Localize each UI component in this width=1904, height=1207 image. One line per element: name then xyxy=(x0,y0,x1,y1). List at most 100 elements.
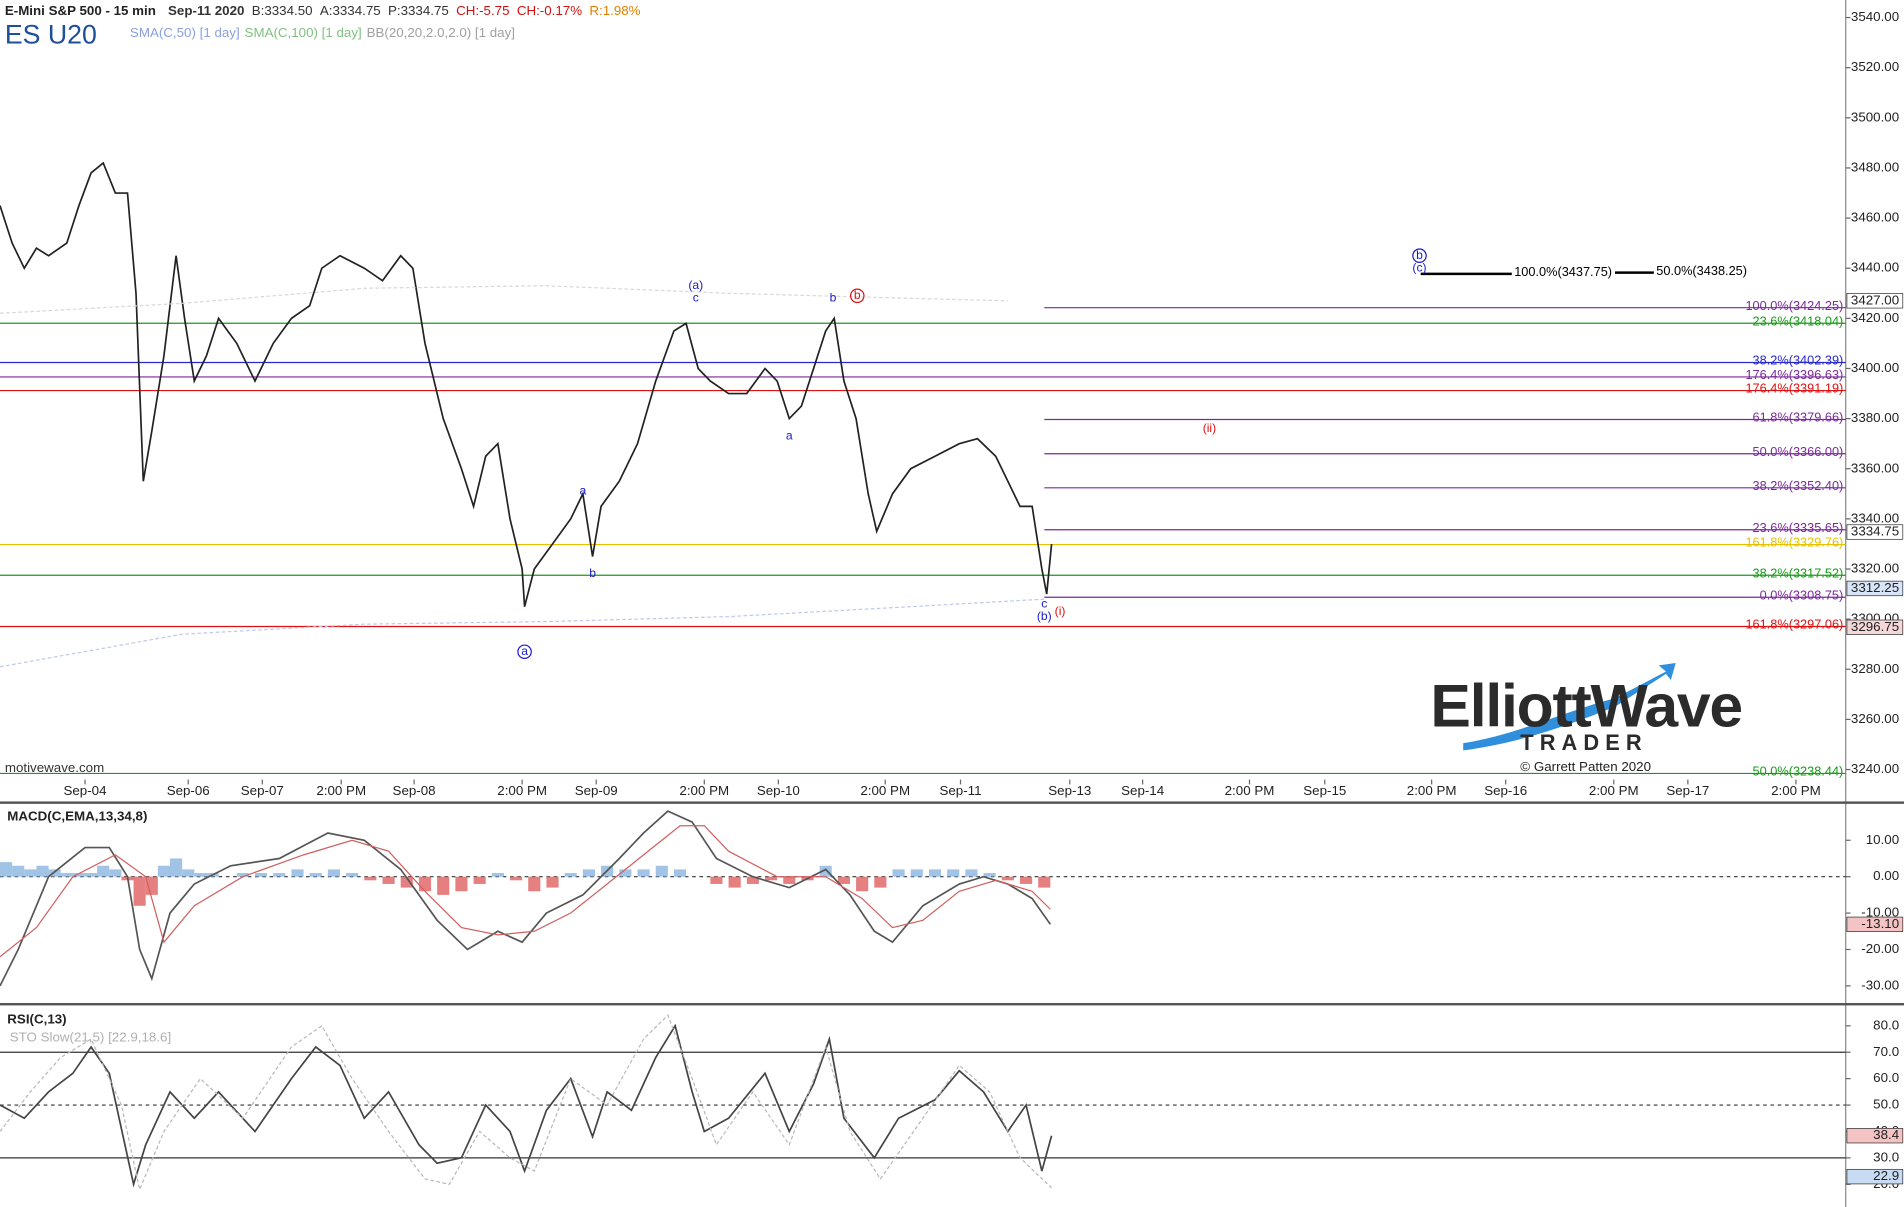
x-tick-label: Sep-10 xyxy=(757,783,800,798)
wave-label: c xyxy=(1041,596,1047,610)
histogram-bar xyxy=(273,873,286,877)
wave-circle xyxy=(849,288,865,304)
level-label: 100.0%(3424.25) xyxy=(1745,298,1843,313)
histogram-bar xyxy=(765,876,778,881)
wave-label: b xyxy=(854,288,861,302)
histogram-bar xyxy=(582,869,595,877)
x-tick-label: Sep-04 xyxy=(63,783,107,798)
y-tick-label: 3240.00 xyxy=(1851,761,1899,776)
histogram-bar xyxy=(728,876,741,888)
histogram-bar xyxy=(85,873,98,877)
value-tag xyxy=(1846,580,1904,597)
x-tick-label: Sep-09 xyxy=(575,783,618,798)
y-tick-label: 3320.00 xyxy=(1851,561,1899,576)
histogram-bar xyxy=(546,876,559,888)
quote-item: CH:-5.75 xyxy=(456,2,509,17)
series-line xyxy=(0,598,1045,668)
y-tick-label: 3380.00 xyxy=(1851,410,1899,425)
level-label: 50.0%(3238.44) xyxy=(1753,764,1844,779)
histogram-bar xyxy=(783,876,796,884)
x-tick-label: 2:00 PM xyxy=(1589,783,1639,798)
x-tick-label: 2:00 PM xyxy=(316,783,366,798)
histogram-bar xyxy=(837,876,850,884)
histogram-bar xyxy=(364,876,377,881)
quote-item: B:3334.50 xyxy=(252,2,313,17)
x-tick-label: 2:00 PM xyxy=(860,783,910,798)
histogram-bar xyxy=(60,873,73,877)
rsi-title: RSI(C,13) xyxy=(7,1012,66,1027)
quote-item: R:1.98% xyxy=(589,2,640,17)
x-tick-label: Sep-14 xyxy=(1121,783,1165,798)
histogram-bar xyxy=(182,869,195,877)
y-tick-label: -10.00 xyxy=(1861,905,1899,920)
wave-circle xyxy=(517,644,532,660)
level-label: 161.8%(3297.06) xyxy=(1745,617,1843,632)
x-tick-label: 2:00 PM xyxy=(1407,783,1457,798)
x-tick-label: 2:00 PM xyxy=(497,783,547,798)
histogram-bar xyxy=(437,876,450,895)
x-tick-label: 2:00 PM xyxy=(679,783,729,798)
histogram-bar xyxy=(236,873,249,877)
histogram-bar xyxy=(710,876,723,884)
panel-divider xyxy=(0,801,1904,804)
level-label: 176.4%(3391.19) xyxy=(1745,381,1843,396)
level-label: 23.6%(3335.65) xyxy=(1753,520,1844,535)
value-tag-label: 3334.75 xyxy=(1851,524,1899,539)
y-tick-label: 30.0 xyxy=(1873,1149,1899,1164)
histogram-bar xyxy=(928,869,942,877)
histogram-bar xyxy=(382,876,395,884)
x-tick-label: Sep-11 xyxy=(939,783,981,798)
histogram-bar xyxy=(910,869,923,877)
value-tag-label: 3296.75 xyxy=(1851,619,1899,634)
y-tick-label: 3460.00 xyxy=(1851,210,1899,225)
level-label: 100.0%(3437.75) xyxy=(1514,264,1612,279)
level-label: 50.0%(3438.25) xyxy=(1656,263,1747,278)
histogram-bar xyxy=(619,869,632,877)
indicator-legend: SMA(C,50) [1 day] xyxy=(130,24,240,39)
value-tag xyxy=(1846,293,1904,309)
y-tick-label: 50.0 xyxy=(1873,1097,1899,1112)
series-line xyxy=(0,1014,1052,1192)
x-tick-label: 2:00 PM xyxy=(1771,783,1821,798)
value-tag xyxy=(1846,619,1904,635)
indicator-legend: SMA(C,100) [1 day] xyxy=(245,24,362,39)
histogram-bar xyxy=(673,869,687,877)
series-line xyxy=(0,161,1053,607)
y-tick-label: 3440.00 xyxy=(1851,260,1899,275)
histogram-bar xyxy=(1001,876,1014,881)
header: E-Mini S&P 500 - 15 min Sep-11 2020 B:3334… xyxy=(5,2,641,17)
indicator-legend: BB(20,20,2.0,2.0) [1 day] xyxy=(367,24,515,39)
wave-label: (a) xyxy=(688,278,703,292)
histogram-bar xyxy=(12,865,25,877)
histogram-bar xyxy=(856,876,869,892)
histogram-bar xyxy=(24,869,37,877)
indicators: SMA(C,50) [1 day] SMA(C,100) [1 day] BB(20… xyxy=(130,24,515,39)
histogram-bar xyxy=(473,876,486,884)
level-label: 176.4%(3396.63) xyxy=(1745,367,1843,382)
wave-label: (b) xyxy=(1037,609,1052,623)
histogram-bar xyxy=(48,869,61,877)
histogram-bar xyxy=(109,869,122,877)
histogram-bar xyxy=(309,873,322,877)
histogram-bar xyxy=(418,876,432,892)
quote-item: P:3334.75 xyxy=(388,2,449,17)
y-tick-label: 3540.00 xyxy=(1851,9,1899,24)
y-tick-label: 10.00 xyxy=(1866,832,1899,847)
value-tag-label: 3427.00 xyxy=(1851,292,1899,307)
y-tick-label: 3400.00 xyxy=(1851,360,1899,375)
wave-label: a xyxy=(521,644,528,658)
y-tick-label: 60.0 xyxy=(1873,1070,1899,1085)
series-line xyxy=(0,1023,1053,1188)
level-label: 161.8%(3329.76) xyxy=(1745,535,1843,550)
series-line xyxy=(0,810,1052,987)
y-tick-label: 3520.00 xyxy=(1851,59,1899,74)
y-tick-label: 0.00 xyxy=(1873,868,1899,883)
level-label: 61.8%(3379.66) xyxy=(1753,410,1844,425)
histogram-bar xyxy=(564,873,577,877)
wave-label: b xyxy=(1416,248,1423,262)
histogram-bar xyxy=(655,865,668,877)
histogram-bar xyxy=(455,876,468,892)
x-tick-label: Sep-13 xyxy=(1048,783,1091,798)
quote-item: Sep-11 2020 xyxy=(168,2,244,17)
